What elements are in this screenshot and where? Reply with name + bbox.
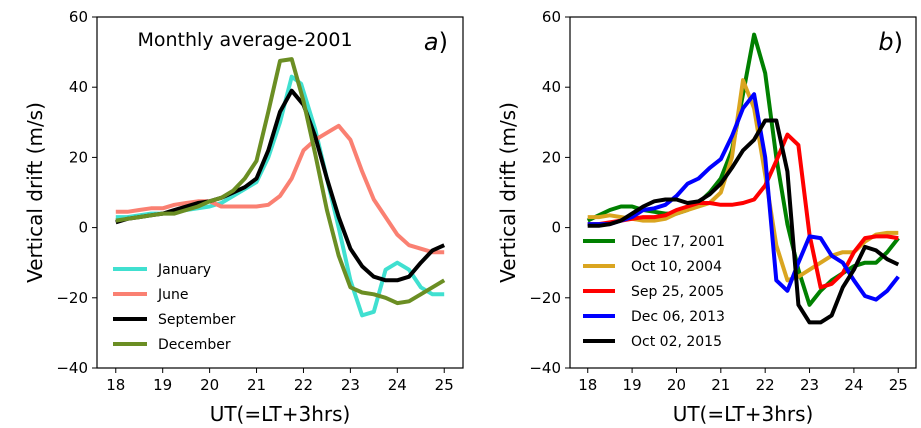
panel-b-x-tick-label: 24 — [844, 376, 863, 394]
panel-a-y-tick-label: 60 — [69, 8, 88, 26]
panel-b-y-tick-label: 60 — [542, 8, 561, 26]
panel-b-y-tick-label: 20 — [542, 148, 561, 166]
panel-b-axes-frame — [569, 16, 917, 369]
panel-b-legend-label: Oct 10, 2004 — [631, 259, 722, 275]
panel-a-legend-label: January — [157, 262, 211, 278]
panel-a-y-axis-label: Vertical drift (m/s) — [23, 102, 47, 283]
panel-b: 18 19 20 21 22 23 24 25 −40 −20 0 20 40 60 UT(=LT+3hrs… — [496, 8, 917, 426]
panel-b-series-line-1 — [587, 78, 899, 283]
panel-b-x-tick-label: 18 — [578, 376, 597, 394]
panel-a-y-tick-label: −40 — [56, 359, 88, 377]
panel-a-x-tick-label: 25 — [435, 376, 454, 394]
panel-a-tag-suffix: ) — [439, 28, 448, 56]
panel-a-x-tick-label: 20 — [200, 376, 219, 394]
panel-a-x-tick-label: 24 — [388, 376, 407, 394]
panel-b-x-tick-label: 20 — [667, 376, 686, 394]
panel-b-x-tick-label: 22 — [756, 376, 775, 394]
panel-a-series-line-3 — [115, 57, 446, 306]
panel-b-y-tick-label: 40 — [542, 78, 561, 96]
panel-a-x-tick-label: 19 — [153, 376, 172, 394]
panel-b-y-tick-label: −20 — [529, 289, 561, 307]
panel-a-legend-label: June — [157, 287, 189, 303]
panel-b-y-tick-label: −40 — [529, 359, 561, 377]
panel-a-legend-label: September — [158, 312, 236, 328]
panel-b-series-line-4 — [587, 118, 900, 325]
panel-b-x-tick-label: 23 — [800, 376, 819, 394]
panel-b-x-tick-label: 19 — [623, 376, 642, 394]
panel-a-y-tick-label: 0 — [78, 219, 88, 237]
panel-b-y-axis-label: Vertical drift (m/s) — [496, 102, 520, 283]
panel-a-y-tick-label: 40 — [69, 78, 88, 96]
panel-b-tag: b) — [878, 28, 903, 56]
panel-a: 18 19 20 21 22 23 24 25 −40 −20 0 20 40 60 UT(=LT+3hrs… — [23, 8, 464, 426]
panel-a-tag: a) — [424, 28, 448, 56]
panel-b-y-tick-label: 0 — [551, 219, 561, 237]
panel-b-legend-label: Oct 02, 2015 — [631, 334, 722, 350]
panel-a-series-line-1 — [115, 123, 445, 255]
panel-a-x-tick-label: 22 — [294, 376, 313, 394]
panel-b-legend-label: Sep 25, 2005 — [631, 284, 724, 300]
panel-a-series-line-2 — [115, 88, 446, 283]
panel-b-x-tick-label: 21 — [711, 376, 730, 394]
panel-a-axes-frame — [96, 16, 464, 369]
panel-a-x-tick-label: 21 — [247, 376, 266, 394]
panel-b-legend-label: Dec 17, 2001 — [631, 234, 725, 250]
panel-a-legend-label: December — [158, 337, 231, 353]
panel-a-y-tick-label: −20 — [56, 289, 88, 307]
panel-b-x-tick-label: 25 — [889, 376, 908, 394]
panel-a-x-tick-label: 23 — [341, 376, 360, 394]
panel-b-series-line-3 — [587, 92, 900, 302]
panel-a-title: Monthly average-2001 — [137, 29, 352, 51]
panel-a-x-tick-label: 18 — [106, 376, 125, 394]
panel-a-x-axis-label: UT(=LT+3hrs) — [210, 402, 351, 426]
panel-b-legend-label: Dec 06, 2013 — [631, 309, 725, 325]
panel-b-x-axis-label: UT(=LT+3hrs) — [673, 402, 814, 426]
panel-b-tag-suffix: ) — [894, 28, 903, 56]
panel-a-y-tick-label: 20 — [69, 148, 88, 166]
